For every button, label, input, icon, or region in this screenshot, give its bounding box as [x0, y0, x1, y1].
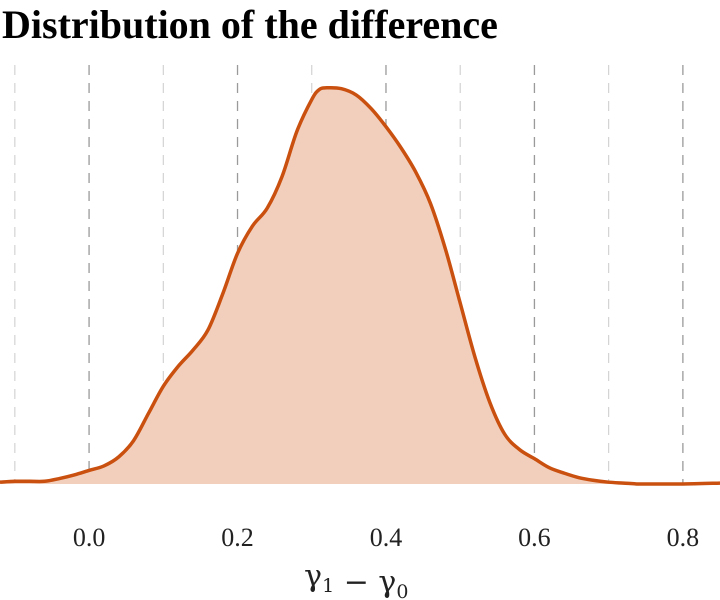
x-tick-label: 0.8 [667, 523, 700, 552]
x-tick-label: 0.2 [221, 523, 254, 552]
x-axis-ticks: 0.0 0.2 0.4 0.6 0.8 [73, 523, 699, 552]
x-axis-label: γ1 − γ0 [304, 559, 408, 600]
chart-title: Distribution of the difference [2, 2, 498, 47]
x-tick-label: 0.4 [370, 523, 403, 552]
density-curve [0, 85, 720, 486]
x-tick-label: 0.0 [73, 523, 106, 552]
x-tick-label: 0.6 [518, 523, 551, 552]
density-area [0, 87, 720, 485]
